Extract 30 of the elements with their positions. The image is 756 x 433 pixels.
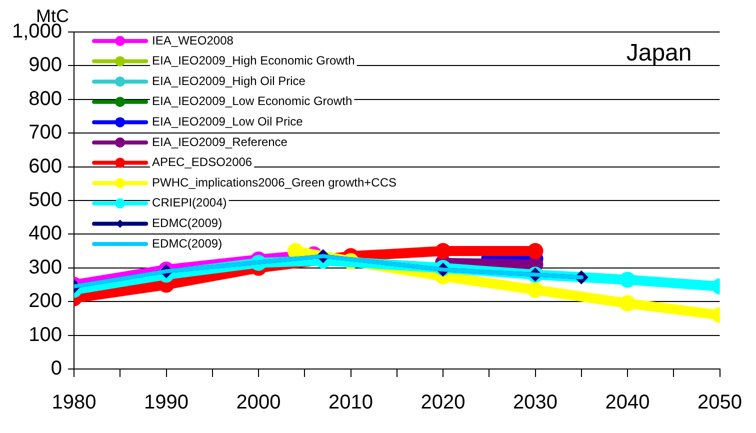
y-tick-label: 200 bbox=[28, 290, 62, 312]
y-tick-label: 900 bbox=[28, 54, 62, 76]
y-tick-label: 0 bbox=[50, 358, 62, 380]
y-tick-label: 400 bbox=[28, 222, 62, 245]
legend-label: CRIEPI(2004) bbox=[152, 196, 227, 210]
x-tick-label: 2000 bbox=[236, 392, 281, 414]
x-tick-label: 2030 bbox=[513, 392, 558, 414]
legend-label: IEA_WEO2008 bbox=[152, 33, 234, 48]
legend-label: EDMC(2009) bbox=[152, 236, 222, 250]
x-tick-label: 2020 bbox=[420, 392, 466, 414]
legend-label: APEC_EDSO2006 bbox=[152, 155, 252, 170]
legend-label: EIA_IEO2009_Reference bbox=[152, 134, 288, 149]
x-tick-label: 2010 bbox=[328, 392, 374, 414]
y-tick-label: 600 bbox=[28, 155, 62, 178]
x-tick-label: 2050 bbox=[698, 392, 742, 414]
legend-label: EIA_IEO2009_Low Oil Price bbox=[152, 114, 304, 129]
annotation: Japan bbox=[626, 40, 692, 67]
x-tick-label: 1980 bbox=[52, 392, 96, 414]
y-tick-label: 700 bbox=[28, 122, 62, 144]
x-tick-label: 1990 bbox=[144, 392, 189, 414]
legend-label: PWHC_implications2006_Green growth+CCS bbox=[152, 175, 396, 190]
y-tick-label: 500 bbox=[28, 189, 62, 212]
legend-label: EIA_IEO2009_High Economic Growth bbox=[152, 54, 355, 68]
y-tick-label: 100 bbox=[28, 324, 62, 346]
y-tick-label: 800 bbox=[28, 88, 62, 110]
legend-label: EIA_IEO2009_Low Economic Growth bbox=[152, 94, 352, 108]
legend-label: EIA_IEO2009_High Oil Price bbox=[152, 74, 306, 88]
y-tick-label: 300 bbox=[28, 256, 62, 278]
legend-label: EDMC(2009) bbox=[152, 216, 222, 230]
x-tick-label: 2040 bbox=[605, 392, 650, 414]
